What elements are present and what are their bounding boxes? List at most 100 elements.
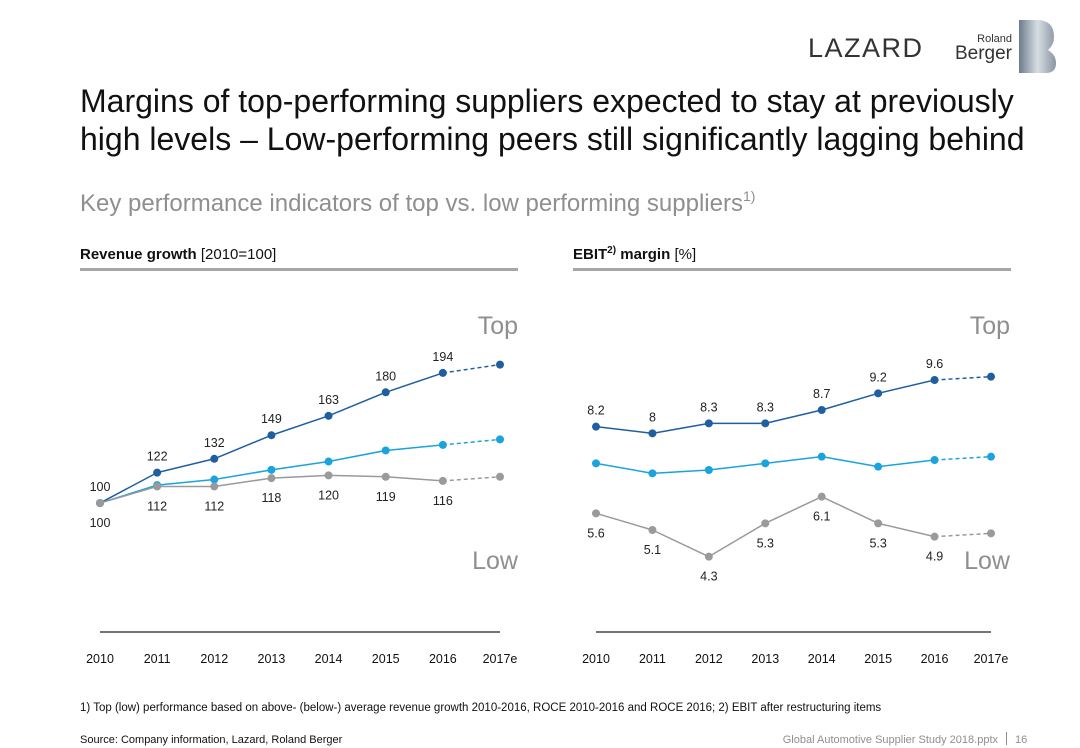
series-label: Low [964, 547, 1011, 575]
line-segment [821, 495, 879, 525]
x-tick-label: 2016 [429, 652, 457, 666]
line-segment [652, 529, 710, 558]
data-label: 8.3 [757, 400, 774, 414]
title-line-1: Margins of top-performing suppliers expe… [80, 83, 1014, 119]
data-label: 5.1 [644, 543, 661, 557]
x-tick-label: 2010 [86, 652, 114, 666]
x-tick-label: 2013 [751, 652, 779, 666]
x-tick-label: 2012 [695, 652, 723, 666]
separator [1006, 732, 1007, 745]
point [496, 360, 504, 369]
data-label: 194 [432, 350, 453, 364]
x-tick-label: 2015 [372, 652, 400, 666]
x-tick-label: 2014 [808, 652, 836, 666]
chart-title-1: Revenue growth [2010=100] [80, 246, 276, 263]
chart-unit: [%] [674, 246, 696, 263]
data-label: 4.9 [926, 550, 943, 564]
line-segment [878, 459, 935, 468]
data-label: 6.1 [813, 510, 830, 524]
point [592, 422, 600, 431]
point [438, 476, 447, 485]
point [930, 376, 939, 384]
data-label: 8 [649, 410, 656, 424]
line-segment [328, 449, 386, 463]
data-label: 163 [318, 393, 339, 407]
point [210, 482, 219, 491]
point [267, 474, 276, 483]
heading-rule [80, 268, 518, 271]
file-name: Global Automotive Supplier Study 2018.pp… [783, 734, 999, 746]
point [96, 499, 104, 508]
chart-title-rest: margin [616, 246, 670, 263]
data-label: 5.3 [757, 536, 774, 550]
line-segment [877, 522, 935, 538]
line-segment [652, 469, 709, 475]
data-label: 4.3 [700, 570, 717, 584]
line-segment [271, 474, 329, 479]
x-tick-label: 2017e [483, 652, 518, 666]
point [496, 435, 504, 444]
line-segment [385, 444, 443, 452]
logo-lazard: LAZARD [808, 33, 924, 63]
point [648, 469, 657, 478]
line-segment [214, 434, 272, 460]
line-segment [708, 462, 766, 471]
logo-roland: Roland [977, 33, 1012, 45]
line-segment [821, 455, 879, 468]
point [648, 526, 657, 534]
point [324, 457, 333, 466]
x-tick-label: 2013 [258, 652, 286, 666]
line-segment [934, 532, 992, 538]
logo-b [1019, 20, 1056, 73]
line-segment [99, 471, 158, 504]
line-segment [385, 372, 444, 394]
line-segment [708, 522, 766, 558]
title-line-2: high levels – Low-performing peers still… [80, 121, 1025, 157]
line-segment [99, 485, 158, 504]
point [210, 454, 219, 463]
line-segment [385, 476, 443, 482]
point [324, 471, 333, 480]
data-label: 112 [147, 499, 167, 513]
line-segment [442, 438, 501, 446]
point [153, 468, 162, 477]
data-label: 120 [318, 488, 339, 502]
footnote: 1) Top (low) performance based on above-… [80, 702, 881, 714]
line-segment [652, 422, 709, 435]
point [704, 419, 713, 428]
point [987, 452, 995, 461]
line-segment [156, 458, 215, 474]
point [761, 519, 770, 528]
point [381, 388, 390, 397]
point [210, 475, 219, 484]
data-label: 122 [147, 450, 168, 464]
data-label: 5.3 [869, 536, 886, 550]
x-tick-label: 2010 [582, 652, 610, 666]
data-label: 112 [204, 499, 224, 513]
line-segment [934, 375, 992, 381]
point [381, 472, 390, 481]
line-segment [442, 476, 501, 482]
line-segment [765, 409, 822, 425]
data-label: 116 [433, 494, 453, 508]
x-tick-label: 2014 [315, 652, 343, 666]
x-tick-label: 2016 [921, 652, 949, 666]
data-label: 9.6 [926, 357, 943, 371]
point [817, 492, 826, 501]
point [267, 431, 276, 440]
data-label: 149 [261, 412, 282, 426]
series-label: Low [472, 547, 519, 575]
line-segment [595, 462, 653, 475]
point [704, 552, 713, 561]
point [930, 456, 939, 464]
point [874, 462, 883, 471]
line-segment [328, 391, 386, 417]
chart-title: Revenue growth [80, 246, 197, 263]
data-label: 132 [204, 436, 225, 450]
subtitle: Key performance indicators of top vs. lo… [80, 188, 755, 217]
line-segment [877, 379, 935, 395]
point [592, 509, 600, 518]
source: Source: Company information, Lazard, Rol… [80, 734, 343, 746]
data-label: 5.6 [587, 526, 604, 540]
